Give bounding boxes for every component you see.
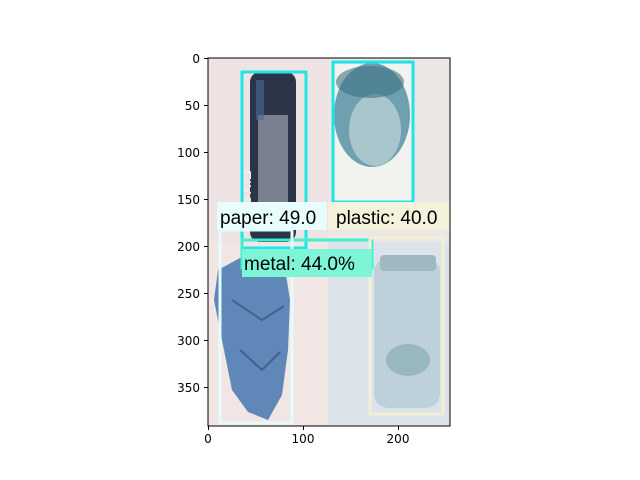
metal-label: metal: 44.0%	[244, 254, 355, 275]
x-axis: 0 100 200	[204, 426, 409, 446]
y-tick-label: 50	[185, 99, 200, 113]
plastic-label-bg	[328, 202, 450, 230]
y-tick-label: 350	[177, 381, 200, 395]
plastic-label: plastic: 40.0	[336, 208, 437, 229]
y-tick-label: 200	[177, 240, 200, 254]
y-axis: 0 50 100 150 200 250 300 350	[177, 52, 208, 395]
axes-frame	[207, 57, 451, 427]
y-tick-label: 0	[192, 52, 200, 66]
paper-label: paper: 49.0	[220, 208, 316, 229]
metal-label-bg	[242, 249, 372, 277]
x-tick-label: 200	[387, 432, 410, 446]
y-tick-label: 150	[177, 193, 200, 207]
y-tick-label: 100	[177, 146, 200, 160]
y-tick-label: 250	[177, 287, 200, 301]
x-tick-label: 0	[204, 432, 212, 446]
detection-image: FIXSIA paper: 49.0 p	[208, 58, 450, 426]
bottle-box	[240, 70, 308, 250]
paper-label-bg	[217, 202, 327, 230]
jar-box	[368, 236, 445, 416]
cup-object	[334, 63, 412, 202]
y-tick-label: 300	[177, 334, 200, 348]
jar-object	[374, 255, 440, 408]
paper-object	[214, 250, 290, 420]
x-tick-label: 100	[292, 432, 315, 446]
